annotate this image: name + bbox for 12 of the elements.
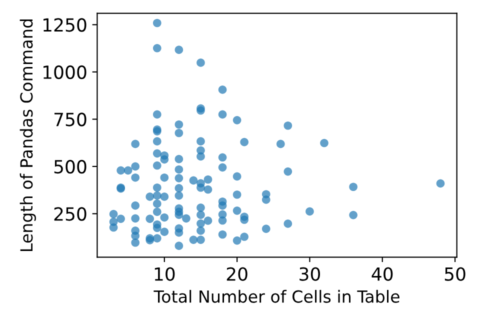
y-tick-label: 1000 — [44, 65, 86, 80]
y-tick-label: 750 — [54, 112, 86, 126]
x-tick-label: 40 — [372, 267, 393, 281]
x-tick-label: 30 — [300, 267, 320, 281]
x-tick-label: 50 — [444, 267, 466, 281]
y-tick-label: 1250 — [44, 18, 86, 32]
y-axis-title: Length of Pandas Command — [20, 19, 36, 251]
y-tick-label: 500 — [54, 160, 86, 174]
x-tick-label: 10 — [154, 267, 175, 281]
x-axis-title: Total Number of Cells in Table — [154, 290, 400, 303]
y-tick-label: 250 — [54, 207, 86, 221]
x-tick-label: 20 — [226, 267, 248, 281]
